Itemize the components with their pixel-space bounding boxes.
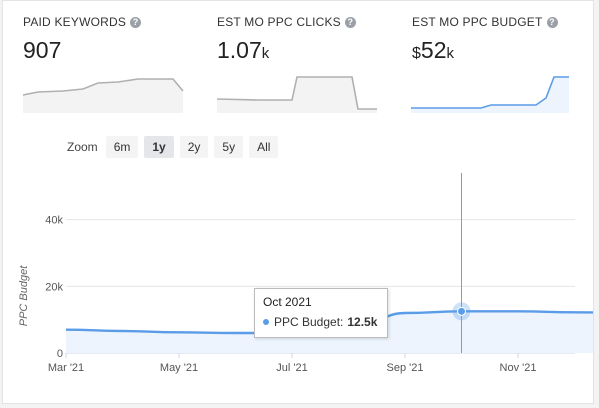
metric-ppc-clicks: EST MO PPC CLICKS? 1.07k (217, 15, 387, 64)
zoom-button-2y[interactable]: 2y (179, 136, 209, 158)
x-tick-label: Jul '21 (276, 362, 307, 374)
zoom-button-all[interactable]: All (249, 136, 279, 158)
series-dot-icon (263, 319, 269, 325)
sparkline-ppc-budget (411, 76, 569, 113)
tooltip-series-label: PPC Budget: (274, 315, 344, 329)
y-tick-label: 20k (45, 281, 63, 293)
tooltip-value: 12.5k (347, 315, 378, 329)
metric-label: EST MO PPC CLICKS (217, 15, 341, 29)
sparkline-paid-keywords (23, 78, 184, 113)
series-line (65, 310, 593, 335)
x-tick-label: Mar '21 (48, 362, 84, 374)
zoom-button-1y[interactable]: 1y (144, 136, 174, 158)
help-icon[interactable]: ? (344, 16, 356, 28)
metric-value: 907 (23, 37, 62, 63)
metric-paid-keywords: PAID KEYWORDS? 907 (23, 15, 193, 64)
metric-ppc-budget: EST MO PPC BUDGET? $52k (412, 15, 582, 64)
zoom-selector: Zoom 6m 1y 2y 5y All (67, 136, 284, 158)
zoom-label: Zoom (67, 140, 98, 154)
y-tick-label: 40k (45, 215, 63, 227)
metric-unit: k (261, 45, 270, 62)
x-tick-label: Sep '21 (387, 362, 424, 374)
y-tick-label: 0 (57, 348, 63, 360)
zoom-button-5y[interactable]: 5y (214, 136, 244, 158)
metric-label: EST MO PPC BUDGET (412, 15, 543, 29)
metric-value: $52k (412, 37, 455, 63)
zoom-button-6m[interactable]: 6m (105, 136, 139, 158)
chart-tooltip: Oct 2021 PPC Budget: 12.5k (254, 288, 388, 338)
help-icon[interactable]: ? (130, 16, 142, 28)
metric-label: PAID KEYWORDS (23, 15, 127, 29)
tooltip-date: Oct 2021 (263, 295, 312, 309)
x-tick-label: Nov '21 (500, 362, 537, 374)
sparkline-ppc-clicks (217, 76, 377, 113)
x-tick-label: May '21 (160, 362, 198, 374)
y-axis-title: PPC Budget (18, 265, 30, 326)
highlight-point (457, 306, 466, 316)
help-icon[interactable]: ? (546, 16, 558, 28)
metric-value: 1.07k (217, 37, 270, 63)
keyword-overview-card: PAID KEYWORDS? 907 EST MO PPC CLICKS? 1.… (2, 0, 594, 404)
metric-currency: $ (412, 45, 421, 62)
metric-unit: k (446, 45, 455, 62)
